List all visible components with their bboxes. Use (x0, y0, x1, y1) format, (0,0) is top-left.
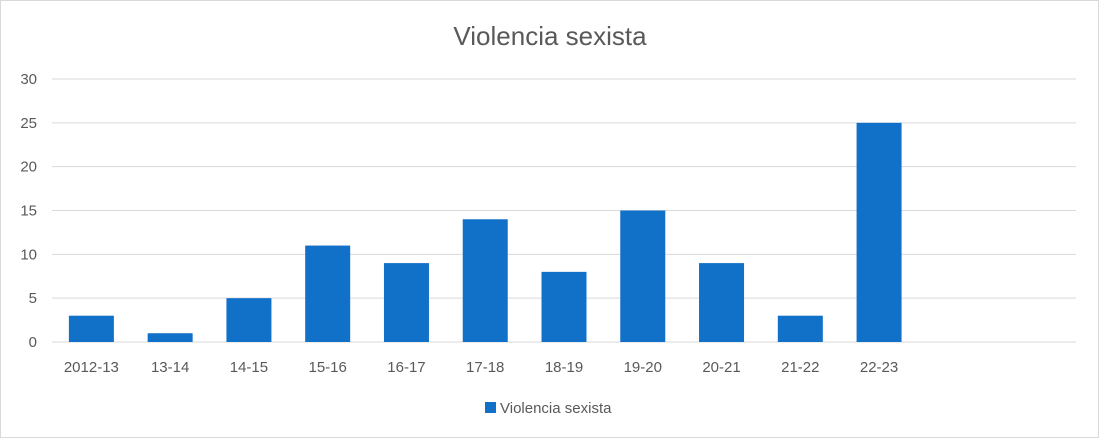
legend-label: Violencia sexista (500, 400, 612, 417)
bars (68, 122, 902, 342)
x-tick-label: 2012-13 (64, 359, 119, 376)
x-tick-label: 17-18 (466, 359, 504, 376)
y-tick-label: 30 (20, 71, 37, 88)
x-tick-label: 22-23 (860, 359, 898, 376)
bar (856, 122, 902, 342)
legend: Violencia sexista (485, 400, 612, 417)
legend-swatch (485, 402, 496, 413)
y-tick-label: 10 (20, 246, 37, 263)
x-tick-label: 16-17 (387, 359, 425, 376)
x-tick-label: 14-15 (230, 359, 268, 376)
bar (620, 210, 666, 342)
x-tick-label: 15-16 (309, 359, 347, 376)
bar (541, 271, 587, 342)
x-tick-label: 19-20 (624, 359, 662, 376)
x-tick-label: 18-19 (545, 359, 583, 376)
bar (462, 219, 508, 342)
x-axis-ticks: 2012-13 13-14 14-15 15-16 16-17 17-18 18-19 19-… (64, 359, 898, 376)
gridlines (52, 78, 1076, 343)
bar (305, 245, 351, 342)
x-tick-label: 13-14 (151, 359, 189, 376)
bar (68, 315, 114, 342)
x-tick-label: 21-22 (781, 359, 819, 376)
bar (777, 315, 823, 342)
x-tick-label: 20-21 (702, 359, 740, 376)
y-tick-label: 5 (29, 290, 37, 307)
y-tick-label: 0 (29, 334, 37, 351)
bar (383, 263, 429, 342)
y-axis-ticks: 0 5 10 15 20 25 30 (20, 71, 37, 351)
bar (699, 263, 745, 342)
bar (147, 333, 193, 342)
bar (226, 298, 272, 342)
y-tick-label: 15 (20, 203, 37, 220)
chart-title: Violencia sexista (453, 21, 647, 51)
y-tick-label: 25 (20, 115, 37, 132)
y-tick-label: 20 (20, 159, 37, 176)
